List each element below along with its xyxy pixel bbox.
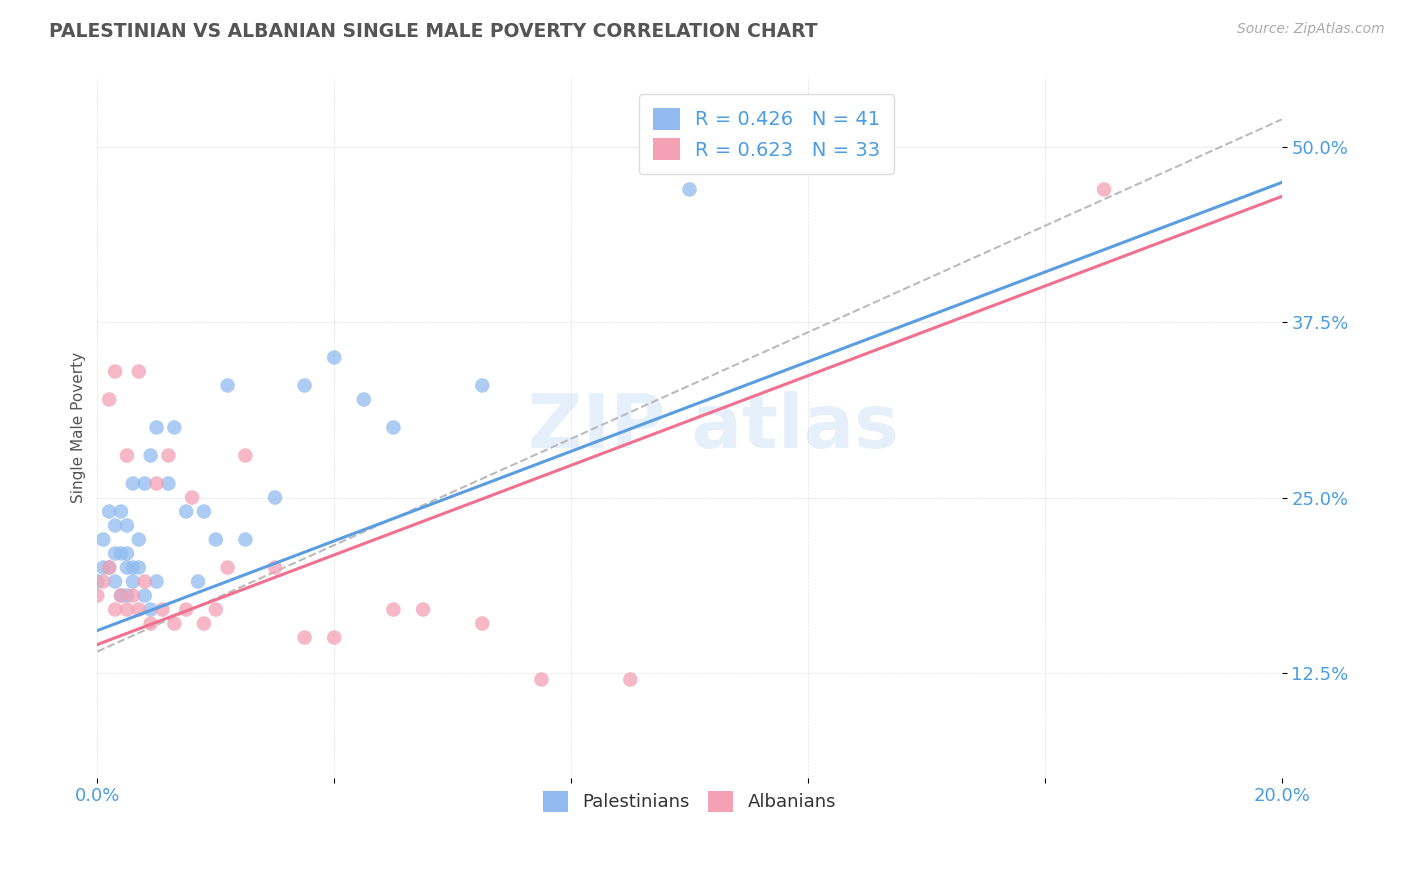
- Point: [98, 560, 121, 574]
- Point: [235, 449, 257, 463]
- Point: [98, 392, 121, 407]
- Y-axis label: Single Male Poverty: Single Male Poverty: [72, 352, 86, 503]
- Point: [217, 560, 239, 574]
- Point: [134, 476, 156, 491]
- Point: [128, 560, 150, 574]
- Point: [104, 602, 127, 616]
- Point: [128, 364, 150, 378]
- Point: [110, 589, 132, 603]
- Point: [139, 602, 162, 616]
- Legend: Palestinians, Albanians: Palestinians, Albanians: [530, 779, 849, 824]
- Point: [353, 392, 375, 407]
- Point: [122, 560, 145, 574]
- Point: [110, 547, 132, 561]
- Point: [204, 602, 226, 616]
- Point: [122, 589, 145, 603]
- Point: [145, 574, 167, 589]
- Point: [139, 449, 162, 463]
- Point: [104, 547, 127, 561]
- Point: [115, 547, 138, 561]
- Point: [86, 589, 108, 603]
- Point: [382, 420, 405, 434]
- Point: [91, 560, 114, 574]
- Point: [217, 378, 239, 392]
- Point: [323, 351, 346, 365]
- Point: [91, 574, 114, 589]
- Point: [412, 602, 434, 616]
- Point: [91, 533, 114, 547]
- Point: [294, 631, 316, 645]
- Point: [1092, 182, 1115, 196]
- Point: [382, 602, 405, 616]
- Point: [86, 574, 108, 589]
- Point: [678, 182, 700, 196]
- Point: [139, 616, 162, 631]
- Point: [193, 616, 215, 631]
- Point: [174, 602, 197, 616]
- Point: [471, 378, 494, 392]
- Point: [619, 673, 641, 687]
- Point: [98, 560, 121, 574]
- Point: [163, 616, 186, 631]
- Point: [152, 602, 174, 616]
- Point: [98, 504, 121, 518]
- Point: [471, 616, 494, 631]
- Point: [115, 560, 138, 574]
- Point: [157, 476, 180, 491]
- Point: [115, 449, 138, 463]
- Point: [163, 420, 186, 434]
- Text: PALESTINIAN VS ALBANIAN SINGLE MALE POVERTY CORRELATION CHART: PALESTINIAN VS ALBANIAN SINGLE MALE POVE…: [49, 22, 818, 41]
- Point: [104, 574, 127, 589]
- Point: [294, 378, 316, 392]
- Point: [115, 602, 138, 616]
- Point: [157, 449, 180, 463]
- Point: [174, 504, 197, 518]
- Point: [323, 631, 346, 645]
- Text: Source: ZipAtlas.com: Source: ZipAtlas.com: [1237, 22, 1385, 37]
- Point: [128, 533, 150, 547]
- Point: [145, 420, 167, 434]
- Point: [115, 518, 138, 533]
- Point: [104, 518, 127, 533]
- Point: [115, 589, 138, 603]
- Point: [122, 476, 145, 491]
- Point: [145, 476, 167, 491]
- Point: [235, 533, 257, 547]
- Point: [187, 574, 209, 589]
- Point: [264, 491, 287, 505]
- Point: [264, 560, 287, 574]
- Point: [110, 589, 132, 603]
- Point: [104, 364, 127, 378]
- Point: [530, 673, 553, 687]
- Point: [122, 574, 145, 589]
- Point: [128, 602, 150, 616]
- Text: ZIP atlas: ZIP atlas: [527, 391, 898, 464]
- Point: [134, 574, 156, 589]
- Point: [193, 504, 215, 518]
- Point: [181, 491, 204, 505]
- Point: [110, 504, 132, 518]
- Point: [134, 589, 156, 603]
- Point: [204, 533, 226, 547]
